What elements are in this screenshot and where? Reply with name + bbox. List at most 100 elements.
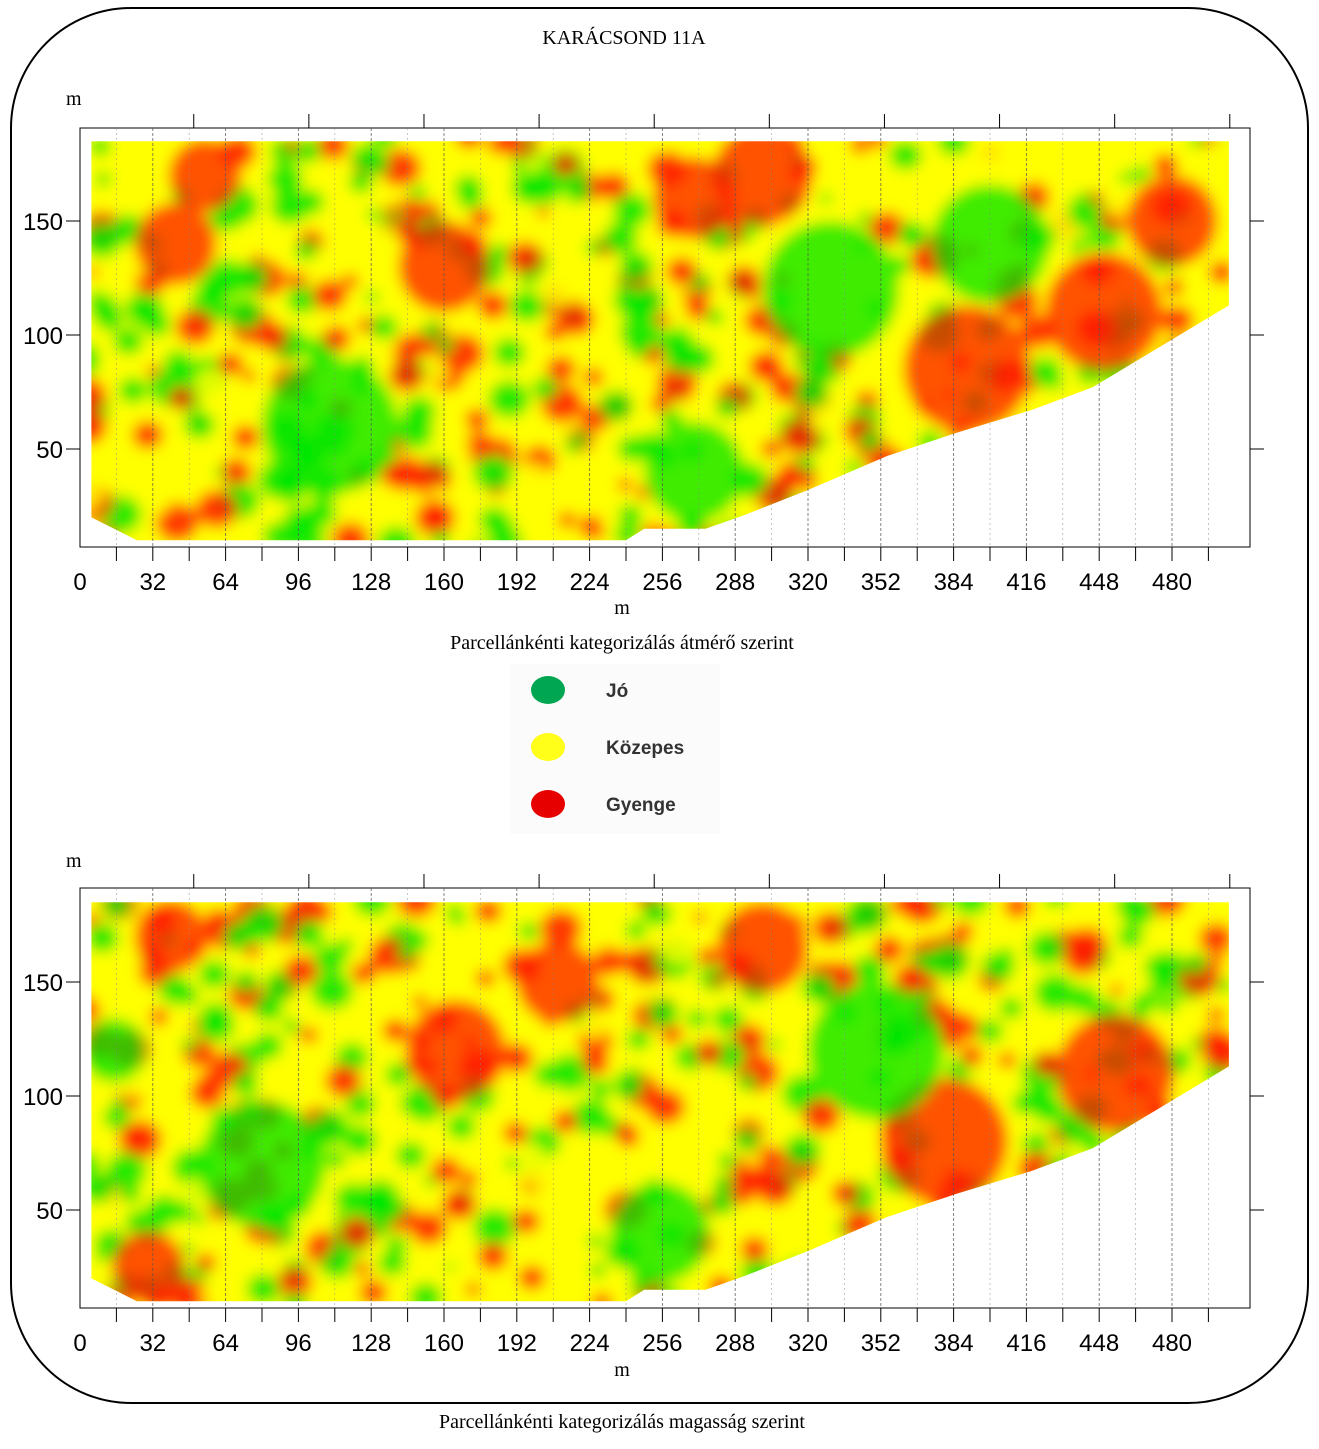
heatmap-cell [481, 170, 511, 198]
heatmap-zone [1055, 1013, 1175, 1133]
heatmap-cell [196, 1007, 235, 1042]
heatmap-cell [214, 467, 227, 478]
heatmap-cell [734, 1128, 760, 1152]
heatmap-cell [378, 1197, 400, 1217]
chart1-xlabel: m [614, 597, 630, 619]
heatmap-cell [618, 1128, 640, 1148]
heatmap-cell [532, 377, 558, 400]
legend-label: Jó [606, 681, 628, 702]
heatmap-cell [195, 490, 238, 528]
heatmap-cell [354, 1261, 371, 1277]
heatmap-cell [163, 350, 194, 378]
heatmap-cell [357, 142, 379, 162]
y-tick-label: 50 [36, 1198, 63, 1225]
heatmap-cell [819, 192, 832, 205]
heatmap-cell [583, 368, 604, 387]
chart2-xlabel: m [614, 1359, 630, 1381]
heatmap-cell [103, 1105, 131, 1130]
x-tick-label: 352 [861, 1330, 901, 1357]
x-tick-label: 224 [570, 1330, 610, 1357]
chart1-x-tick-labels: 0 32 64 96 128 160 192 224 256 288 320 352 384 416 448… [73, 569, 1192, 596]
x-tick-label: 480 [1152, 1330, 1192, 1357]
heatmap-cell [370, 1222, 389, 1239]
heatmap-cell [396, 902, 437, 918]
heatmap-cell [617, 478, 633, 492]
x-tick-label: 192 [497, 1330, 537, 1357]
heatmap-cell [226, 296, 263, 330]
heatmap-cell [499, 141, 540, 158]
heatmap-cell [521, 141, 534, 146]
heatmap-cell [518, 1265, 546, 1290]
heatmap-cell [960, 1045, 984, 1067]
heatmap-cell [388, 1021, 402, 1034]
x-tick-label: 64 [212, 1330, 239, 1357]
x-tick-label: 320 [788, 1330, 828, 1357]
heatmap-cell [537, 206, 550, 218]
heatmap-cell [352, 1065, 387, 1096]
heatmap-cell [232, 1071, 259, 1096]
heatmap-cell [1164, 278, 1184, 297]
heatmap-cell [916, 902, 932, 911]
heatmap-cell [343, 1125, 377, 1156]
x-tick-label: 256 [642, 1330, 682, 1357]
heatmap-zone [134, 202, 217, 285]
heatmap-cell [697, 947, 718, 966]
heatmap-cell [447, 1265, 462, 1279]
heatmap-cell [124, 1212, 145, 1231]
chart2-x-tick-labels: 0 32 64 96 128 160 192 224 256 288 320 352 384 416 448… [73, 1330, 1192, 1357]
heatmap-cell [105, 1152, 147, 1190]
heatmap-cell [414, 499, 456, 537]
heatmap-cell [705, 309, 724, 325]
heatmap-cell [585, 240, 603, 256]
heatmap-cell [168, 1278, 210, 1302]
heatmap-cell [91, 290, 104, 305]
heatmap-cell [889, 141, 922, 170]
heatmap-cell [91, 267, 99, 278]
x-tick-label: 32 [139, 569, 166, 596]
heatmap-cell [217, 352, 244, 376]
heatmap-cell [1160, 305, 1194, 336]
heatmap-cell [350, 300, 368, 316]
legend: Jó Közepes Gyenge [510, 664, 720, 834]
heatmap-cell [1198, 923, 1229, 955]
heatmap-cell [267, 163, 303, 196]
heatmap-cell [234, 222, 272, 256]
heatmap-cell [412, 995, 428, 1009]
heatmap-cell [1109, 984, 1123, 996]
heatmap-cell [183, 410, 215, 439]
heatmap-cell [180, 450, 199, 468]
heatmap-cell [596, 1061, 609, 1073]
heatmap-zone [168, 141, 242, 212]
heatmap-cell [694, 912, 707, 924]
heatmap-cell [794, 377, 829, 409]
heatmap-cell [587, 1234, 603, 1249]
heatmap-cell [1207, 1007, 1225, 1023]
heatmap-cell [222, 921, 255, 951]
heatmap-cell [654, 312, 670, 327]
heatmap-cell [312, 279, 348, 312]
heatmap-cell [113, 327, 144, 355]
heatmap-cell [812, 911, 849, 945]
heatmap-cell [472, 454, 514, 492]
heatmap-cell [928, 942, 970, 980]
heatmap-cell [951, 902, 990, 916]
heatmap-cell [1216, 978, 1229, 993]
heatmap-cell [952, 922, 974, 942]
heatmap-cell [246, 1274, 281, 1302]
heatmap-cell [740, 1236, 769, 1262]
heatmap-cell [291, 1069, 334, 1107]
heatmap-cell [119, 1120, 162, 1159]
y-tick-label: 100 [23, 1084, 63, 1111]
heatmap-cell [286, 286, 318, 314]
heatmap-cell [588, 526, 604, 541]
heatmap-cell [1203, 1033, 1229, 1072]
heatmap-cell [91, 425, 102, 445]
heatmap-cell [977, 1019, 1004, 1043]
heatmap-cell [293, 920, 325, 948]
y-tick-label: 150 [23, 209, 63, 236]
heatmap-cell [539, 909, 583, 948]
x-tick-label: 192 [497, 569, 537, 596]
heatmap-zone [1044, 252, 1163, 372]
heatmap-cell [509, 290, 545, 322]
chart2-subtitle: Parcellánkénti kategorizálás magasság sz… [439, 1411, 805, 1433]
